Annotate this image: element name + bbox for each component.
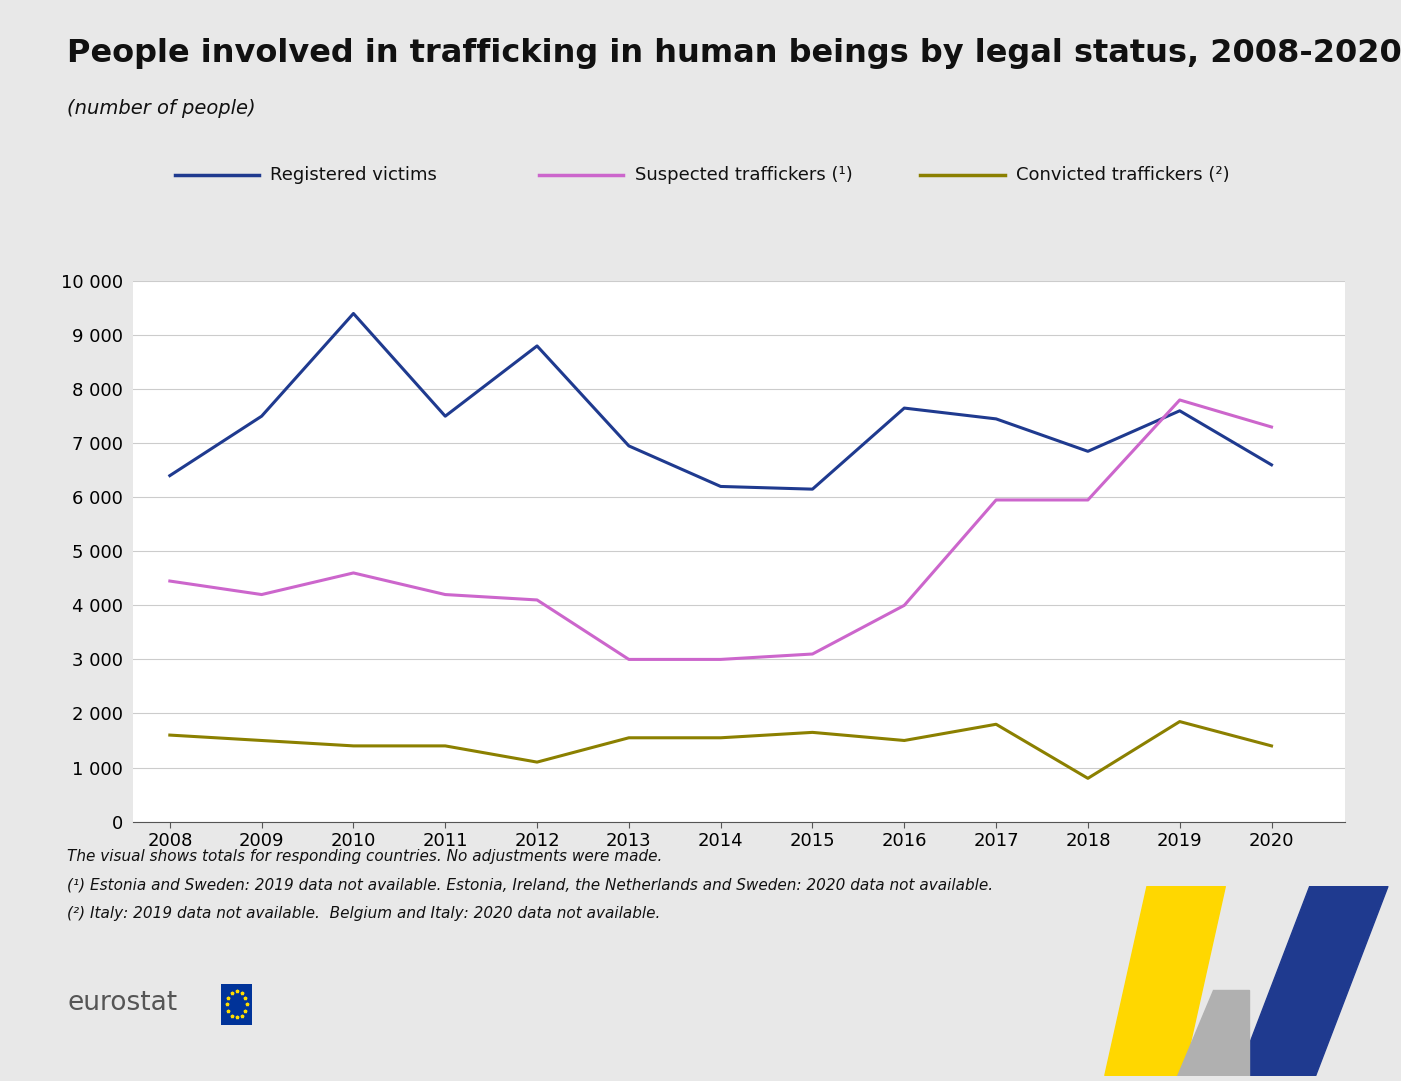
Text: Convicted traffickers (²): Convicted traffickers (²) xyxy=(1016,166,1229,184)
Text: (¹) Estonia and Sweden: 2019 data not available. Estonia, Ireland, the Netherlan: (¹) Estonia and Sweden: 2019 data not av… xyxy=(67,878,993,893)
Text: (number of people): (number of people) xyxy=(67,99,256,119)
Polygon shape xyxy=(1105,886,1226,1076)
Text: (²) Italy: 2019 data not available.  Belgium and Italy: 2020 data not available.: (²) Italy: 2019 data not available. Belg… xyxy=(67,906,661,921)
Text: The visual shows totals for responding countries. No adjustments were made.: The visual shows totals for responding c… xyxy=(67,849,663,864)
Text: People involved in trafficking in human beings by legal status, 2008-2020: People involved in trafficking in human … xyxy=(67,38,1401,69)
Polygon shape xyxy=(1237,886,1388,1076)
Text: Suspected traffickers (¹): Suspected traffickers (¹) xyxy=(635,166,852,184)
Text: eurostat: eurostat xyxy=(67,990,178,1016)
Polygon shape xyxy=(1177,990,1250,1076)
Text: Registered victims: Registered victims xyxy=(270,166,437,184)
